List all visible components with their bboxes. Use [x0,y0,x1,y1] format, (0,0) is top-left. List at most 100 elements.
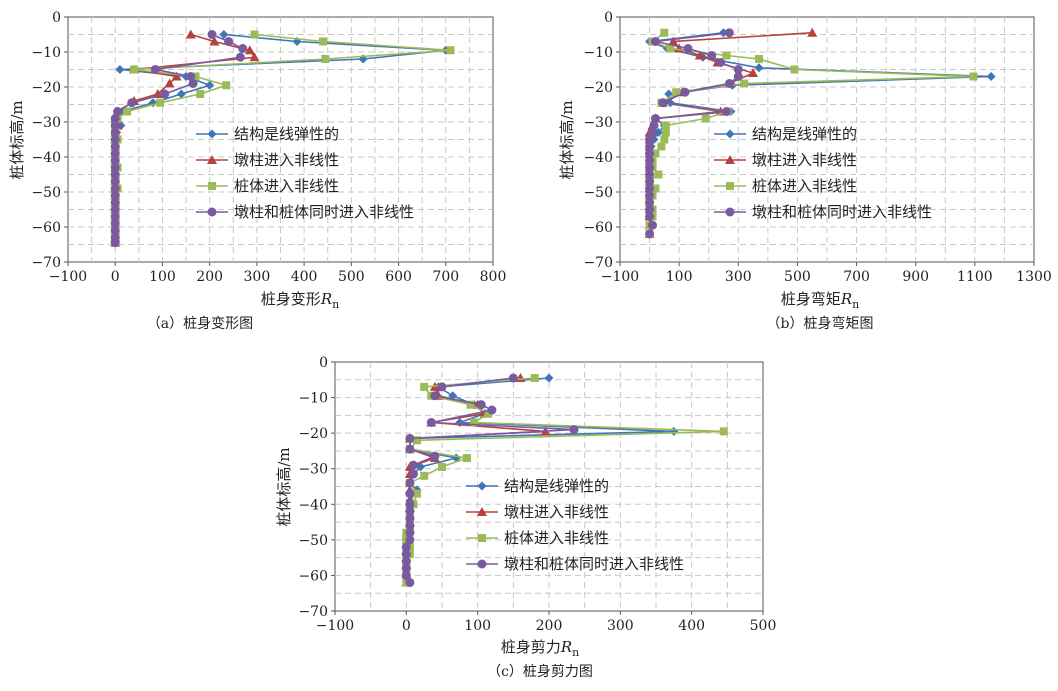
data-point [660,28,669,37]
y-tick-label: −60 [583,220,613,236]
data-point [654,170,663,179]
data-point [130,65,139,74]
data-point [426,417,436,427]
data-point [110,114,120,123]
data-point [661,128,670,137]
x-axis-label: 桩身变形Rn [261,290,339,311]
x-axis-label: 桩身剪力Rn [501,638,579,659]
data-point [219,30,229,39]
data-point [721,107,731,116]
x-tick-label: 500 [750,618,777,634]
y-tick-label: −70 [298,604,328,620]
legend-marker [726,182,734,190]
data-point [160,89,170,99]
data-point [969,72,978,81]
y-tick-label: −60 [31,220,61,236]
data-point [405,499,415,509]
data-point [661,121,670,130]
data-point [401,556,411,566]
legend-label: 墩柱和桩体同时进入非线性 [234,203,414,221]
legend-label: 墩柱和桩体同时进入非线性 [504,555,684,573]
y-axis-label: 桩体标高/m [8,100,26,179]
legend-marker [477,507,487,516]
data-point [569,425,579,435]
x-tick-label: 300 [244,269,271,285]
data-point [754,63,764,73]
chart-panel-3: −100 0 100 200 300 400 500 0 −10 −20 −30 −40 −50 −60 −… [275,355,776,680]
data-point [666,44,675,53]
data-point [544,373,554,383]
data-point [405,506,415,516]
data-point [401,563,411,573]
data-point [645,229,655,239]
data-point [222,81,231,90]
y-tick-label: −20 [583,80,613,96]
data-point [658,98,668,108]
data-point [150,65,160,74]
data-point [405,433,415,443]
x-tick-label: 1100 [957,269,993,285]
data-point [790,65,799,74]
data-point [110,156,120,165]
data-point [115,65,125,74]
data-point [719,427,728,436]
data-point [648,128,658,137]
data-point [645,177,655,186]
data-point [657,142,666,151]
y-axis-label: 桩体标高/m [558,100,576,179]
data-point [807,27,818,37]
legend-label: 墩柱进入非线性 [234,151,339,169]
data-point [319,37,327,46]
data-point [645,191,655,200]
legend-label: 墩柱进入非线性 [504,503,609,521]
data-point [238,44,248,53]
data-point [110,212,120,221]
y-tick-label: 0 [52,10,61,26]
data-point [250,30,259,39]
data-point [740,79,749,88]
data-point [209,36,220,46]
data-point [113,107,123,116]
x-tick-label: 500 [784,269,811,285]
data-point [321,55,330,63]
panel-caption: （c）桩身剪力图 [487,663,593,680]
data-point [405,521,415,531]
y-tick-label: −30 [298,462,328,478]
data-point [205,80,215,90]
y-tick-label: −30 [31,115,61,131]
y-tick-label: −50 [31,185,61,201]
legend-label: 结构是线弹性的 [504,477,609,495]
legend-label: 结构是线弹性的 [234,125,339,143]
data-point [176,89,186,99]
data-point [716,58,726,67]
data-point [430,391,440,401]
data-point [123,107,132,116]
data-point [110,128,120,137]
data-point [110,191,120,200]
data-point [186,72,196,81]
x-tick-label: 300 [725,269,752,285]
x-tick-label: 600 [385,269,412,285]
data-point [110,121,120,130]
legend-label: 墩柱和桩体同时进入非线性 [752,203,932,221]
y-tick-label: −70 [583,255,613,271]
y-tick-label: −10 [583,45,613,61]
data-point [645,156,655,165]
y-tick-label: 0 [319,355,328,371]
data-point [110,184,120,193]
x-tick-label: 100 [149,269,176,285]
data-point [680,87,690,97]
data-point [724,79,734,88]
data-point [408,469,418,479]
data-point [438,462,446,471]
data-point [986,72,996,81]
data-point [110,205,120,214]
x-tick-label: 900 [902,269,929,285]
y-tick-label: −50 [298,533,328,549]
x-tick-label: 700 [843,269,870,285]
x-tick-label: −100 [601,269,639,285]
data-point [645,135,655,144]
data-point [244,45,255,55]
